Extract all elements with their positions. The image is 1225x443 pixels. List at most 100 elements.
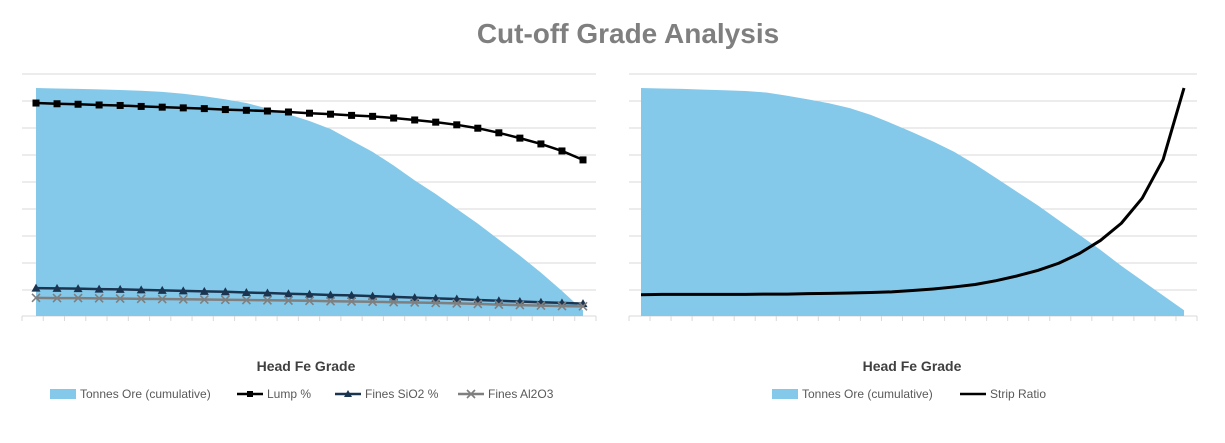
legend-marker: [344, 390, 352, 397]
x-axis-ticks: [628, 316, 1198, 321]
point: [579, 156, 587, 164]
series-lump: [32, 99, 587, 164]
point: [262, 295, 272, 305]
point: [368, 297, 378, 307]
legend-label: Fines Al2O3: [488, 387, 554, 401]
legend-label: Tonnes Ore (cumulative): [802, 387, 933, 401]
point: [453, 121, 461, 129]
series-strip-ratio: [640, 87, 1186, 297]
legend-swatch: [50, 389, 76, 399]
legend-label: Strip Ratio: [990, 387, 1046, 401]
point: [95, 101, 103, 109]
point: [136, 285, 146, 294]
point: [516, 134, 524, 142]
point: [284, 108, 292, 116]
legend-item-tonnes-ore-cumulative: Tonnes Ore (cumulative): [772, 387, 933, 401]
legend-swatch: [772, 389, 798, 399]
legend: Tonnes Ore (cumulative) Lump % Fines SiO2 …: [50, 387, 554, 401]
legend: Tonnes Ore (cumulative) Strip Ratio: [772, 387, 1046, 401]
area-tonnes-ore: [36, 88, 583, 316]
x-axis-label: Head Fe Grade: [863, 358, 962, 374]
point: [178, 294, 188, 304]
point: [73, 293, 83, 303]
point: [283, 289, 293, 298]
point: [200, 105, 208, 113]
point: [263, 107, 271, 115]
point: [157, 294, 167, 304]
left-chart: Head Fe Grade Tonnes Ore (cumulative) Lump…: [21, 73, 597, 401]
point: [536, 301, 546, 311]
point: [32, 99, 40, 107]
point: [515, 300, 525, 310]
point: [495, 129, 503, 137]
point: [31, 283, 41, 292]
point: [220, 287, 230, 296]
point: [115, 284, 125, 293]
point: [178, 286, 188, 295]
point: [31, 293, 41, 303]
point: [389, 292, 399, 301]
point: [305, 289, 314, 298]
legend-item-fines-sio2: Fines SiO2 %: [335, 387, 439, 401]
point: [578, 301, 588, 311]
point: [241, 295, 251, 305]
point: [199, 294, 209, 305]
point: [52, 283, 62, 292]
legend-label: Tonnes Ore (cumulative): [80, 387, 211, 401]
point: [368, 291, 378, 300]
legend-item-strip-ratio: Strip Ratio: [960, 387, 1046, 401]
legend-item-tonnes-ore-cumulative: Tonnes Ore (cumulative): [50, 387, 211, 401]
point: [220, 295, 230, 305]
legend-item-lump: Lump %: [237, 387, 311, 401]
point: [347, 296, 357, 307]
point: [326, 290, 336, 299]
point: [241, 288, 251, 297]
point: [115, 294, 125, 304]
point: [137, 102, 145, 110]
point: [221, 106, 229, 114]
point: [348, 111, 356, 119]
point: [494, 300, 504, 310]
point: [73, 284, 83, 293]
series-tonnes-ore-cumulative: [641, 88, 1184, 316]
line-strip-ratio: [640, 87, 1186, 297]
point: [157, 285, 167, 294]
point: [431, 298, 441, 308]
point: [473, 299, 483, 309]
point: [390, 114, 398, 122]
area-tonnes-ore: [641, 88, 1184, 316]
point: [136, 294, 146, 304]
point: [432, 118, 440, 126]
point: [262, 288, 272, 297]
point: [94, 293, 104, 303]
point: [558, 147, 566, 155]
point: [369, 112, 377, 120]
x-axis-label: Head Fe Grade: [257, 358, 356, 374]
legend-label: Fines SiO2 %: [365, 387, 439, 401]
legend-item-fines-al2o3: Fines Al2O3: [458, 387, 554, 401]
point: [52, 293, 62, 303]
point: [94, 284, 104, 293]
point: [327, 110, 335, 118]
point: [179, 104, 187, 112]
point: [158, 103, 166, 111]
point: [306, 109, 313, 117]
point: [537, 140, 545, 148]
legend-marker: [247, 391, 253, 397]
point: [557, 301, 567, 311]
legend-marker: [466, 389, 476, 399]
point: [116, 101, 124, 109]
point: [304, 296, 315, 306]
point: [199, 286, 209, 295]
point: [242, 106, 250, 114]
point: [411, 116, 419, 124]
point: [283, 295, 294, 306]
point: [452, 298, 462, 308]
point: [347, 290, 357, 299]
point: [53, 100, 61, 108]
point: [74, 100, 82, 108]
point: [474, 124, 482, 132]
series-fines-al2o3: [31, 293, 588, 311]
right-chart: Head Fe Grade Tonnes Ore (cumulative) Stri…: [628, 73, 1198, 401]
series-tonnes-ore-cumulative: [36, 88, 583, 316]
